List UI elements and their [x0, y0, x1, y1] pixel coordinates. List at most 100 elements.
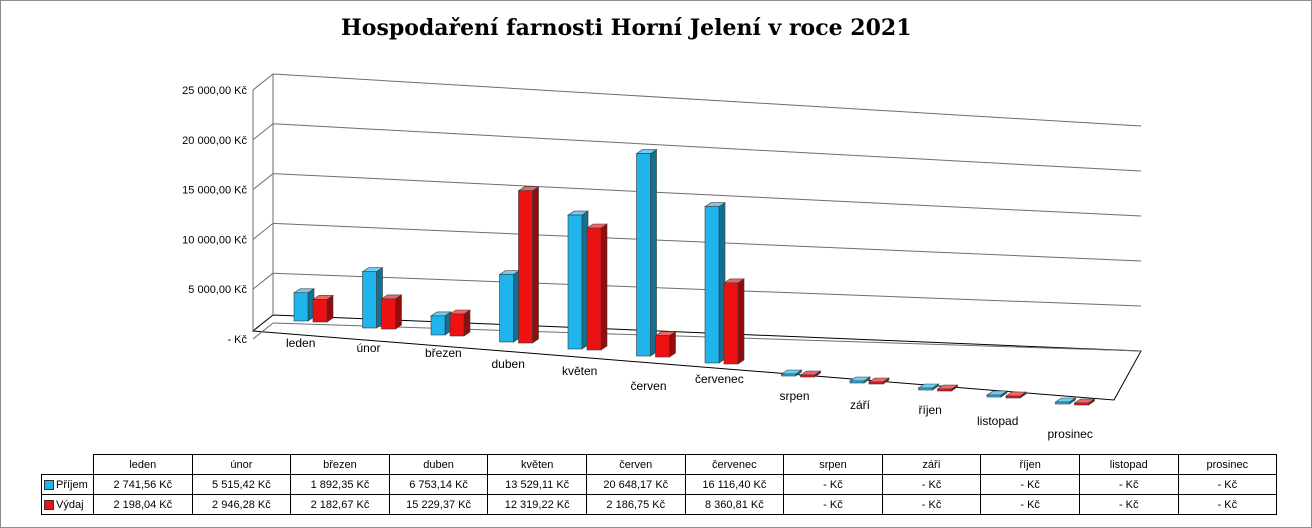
x-tick-label: září — [850, 398, 871, 412]
x-tick-label: březen — [425, 346, 462, 360]
floor — [251, 314, 1142, 401]
table-cell: 13 529,11 Kč — [487, 474, 587, 495]
bar-vdaj-7 — [799, 370, 822, 378]
bar-vdaj-10 — [1005, 391, 1027, 399]
table-header-cell: březen — [290, 454, 390, 475]
table-cell: 15 229,37 Kč — [388, 494, 489, 515]
x-tick-label: únor — [357, 341, 381, 355]
table-header-cell: listopad — [1078, 454, 1179, 475]
table-cell: 5 515,42 Kč — [191, 474, 292, 495]
table-cell: 20 648,17 Kč — [585, 474, 686, 495]
table-cell: - Kč — [1177, 474, 1278, 495]
gridline-side — [252, 73, 274, 91]
gridline-side — [252, 123, 274, 141]
gridline-side — [252, 223, 274, 240]
table-header-cell: prosinec — [1177, 454, 1278, 475]
table-cell: - Kč — [980, 474, 1080, 495]
y-tick-label: 15 000,00 Kč — [182, 185, 247, 197]
table-cell: 8 360,81 Kč — [684, 494, 785, 515]
data-table: leden únor březen duben květen červen červenec… — [41, 454, 1278, 515]
table-cell: 2 946,28 Kč — [191, 494, 292, 515]
bar-vdaj-9 — [936, 384, 959, 392]
bar-vdaj-4 — [586, 223, 608, 351]
bar-vdaj-6 — [723, 278, 745, 365]
x-tick-label: říjen — [919, 403, 942, 417]
table-header-cell: duben — [388, 454, 489, 475]
table-cell: 1 892,35 Kč — [290, 474, 390, 495]
y-tick-label: 10 000,00 Kč — [182, 234, 247, 246]
table-cell: 12 319,22 Kč — [487, 494, 587, 515]
gridline-side — [252, 173, 274, 190]
table-cell: 6 753,14 Kč — [388, 474, 489, 495]
table-cell: 2 741,56 Kč — [93, 474, 193, 495]
bar-pjem-2 — [430, 311, 452, 336]
bar-vdaj-5 — [654, 331, 677, 358]
x-tick-label: květen — [562, 364, 597, 378]
table-cell: 2 182,67 Kč — [290, 494, 390, 515]
bar-vdaj-0 — [312, 294, 334, 323]
legend-color-key — [44, 499, 54, 510]
table-header-cell: květen — [487, 454, 587, 475]
table-cell: - Kč — [1078, 474, 1179, 495]
x-tick-label: duben — [492, 357, 525, 371]
table-row: Výdaj 2 198,04 Kč 2 946,28 Kč 2 182,67 Kč 15… — [41, 494, 1278, 515]
table-cell: 2 198,04 Kč — [93, 494, 193, 515]
x-tick-label: leden — [286, 336, 315, 350]
x-tick-label: červen — [631, 379, 667, 393]
bar-vdaj-2 — [449, 309, 471, 337]
gridline — [272, 123, 1142, 172]
table-header-cell: leden — [93, 454, 193, 475]
table-header-cell: červen — [585, 454, 686, 475]
bar-pjem-6 — [704, 202, 726, 364]
bar-pjem-8 — [849, 376, 871, 384]
bar-pjem-4 — [567, 210, 589, 350]
table-cell: - Kč — [783, 494, 883, 515]
x-tick-label: srpen — [780, 389, 810, 403]
legend-entry: Příjem — [41, 474, 94, 495]
bar-pjem-3 — [498, 269, 521, 343]
bar-pjem-9 — [917, 383, 940, 391]
data-table-header-row: leden únor březen duben květen červen červenec… — [41, 454, 1278, 475]
x-tick-label: červenec — [695, 372, 744, 386]
bar-pjem-10 — [986, 390, 1008, 398]
table-header-cell: říjen — [980, 454, 1080, 475]
table-corner — [41, 454, 94, 475]
y-tick-label: 5 000,00 Kč — [188, 284, 247, 296]
legend-color-key — [44, 479, 54, 490]
bar-vdaj-1 — [380, 294, 403, 330]
x-tick-label: prosinec — [1048, 427, 1093, 441]
bar-vdaj-3 — [517, 186, 540, 344]
gridline — [272, 73, 1142, 127]
bar-pjem-7 — [780, 369, 803, 377]
gridline-side — [252, 322, 274, 340]
plot-area: - Kč 5 000,00 Kč 10 000,00 Kč 15 000,00 Kč 2… — [182, 73, 1142, 441]
x-tick-label: listopad — [977, 414, 1018, 428]
table-header-cell: únor — [191, 454, 292, 475]
gridline — [272, 173, 1142, 217]
gridline-side — [252, 272, 274, 290]
table-cell: - Kč — [1078, 494, 1179, 515]
legend-label: Výdaj — [56, 498, 84, 511]
table-cell: 2 186,75 Kč — [585, 494, 686, 515]
table-cell: 16 116,40 Kč — [684, 474, 785, 495]
table-cell: - Kč — [980, 494, 1080, 515]
bar-pjem-11 — [1054, 397, 1077, 405]
y-tick-label: - Kč — [227, 334, 247, 346]
table-cell: - Kč — [881, 474, 982, 495]
table-header-cell: září — [881, 454, 982, 475]
bar-pjem-1 — [361, 267, 384, 329]
bar-pjem-0 — [293, 288, 315, 322]
legend-label: Příjem — [56, 478, 88, 491]
table-cell: - Kč — [881, 494, 982, 515]
table-cell: - Kč — [783, 474, 883, 495]
bar-vdaj-11 — [1073, 398, 1096, 406]
table-header-cell: srpen — [783, 454, 883, 475]
y-tick-label: 25 000,00 Kč — [182, 85, 247, 97]
bar-pjem-5 — [635, 149, 658, 357]
legend-entry: Výdaj — [41, 494, 94, 515]
y-tick-label: 20 000,00 Kč — [182, 135, 247, 147]
table-header-cell: červenec — [684, 454, 785, 475]
table-row: Příjem 2 741,56 Kč 5 515,42 Kč 1 892,35 Kč 6… — [41, 474, 1278, 495]
table-cell: - Kč — [1177, 494, 1278, 515]
